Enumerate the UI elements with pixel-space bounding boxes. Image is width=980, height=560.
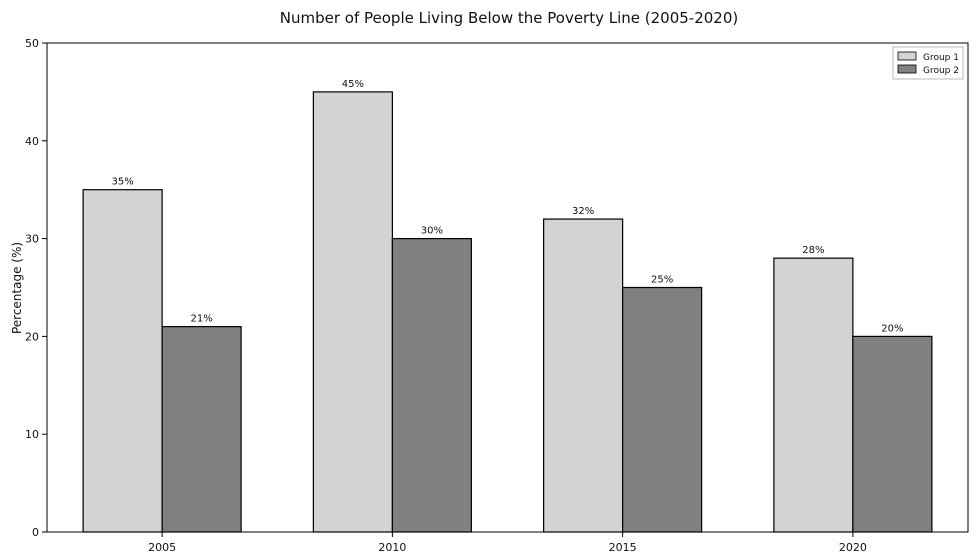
data-label: 32% xyxy=(572,206,594,217)
data-label: 25% xyxy=(651,275,673,286)
data-label: 35% xyxy=(112,177,134,188)
data-label: 28% xyxy=(802,245,824,256)
bar-group-1-2010 xyxy=(312,91,393,533)
data-label: 20% xyxy=(881,323,903,334)
y-tick-label: 30 xyxy=(25,233,39,246)
data-label: 45% xyxy=(342,79,364,90)
y-tick-label: 0 xyxy=(32,526,39,539)
bar-group-2-2005 xyxy=(161,326,242,533)
x-tick-label: 2010 xyxy=(378,541,406,554)
axes-frame xyxy=(46,42,969,533)
chart-title: Number of People Living Below the Povert… xyxy=(280,9,738,27)
legend-label: Group 2 xyxy=(923,66,959,76)
bar-group-2-2010 xyxy=(391,238,472,533)
x-tick-label: 2005 xyxy=(148,541,176,554)
legend-swatch xyxy=(897,51,917,61)
data-label: 21% xyxy=(191,314,213,325)
bar-group-1-2015 xyxy=(543,218,624,533)
x-tick-label: 2015 xyxy=(609,541,637,554)
legend: Group 1 Group 2 xyxy=(892,46,964,80)
y-tick-label: 50 xyxy=(25,37,39,50)
legend-label: Group 1 xyxy=(923,53,959,63)
bar-group-1-2020 xyxy=(773,257,854,533)
y-axis-label: Percentage (%) xyxy=(10,242,24,334)
plot-area: 35% 45% 32% 28% 21% 30% 25% 20% 0 10 20 30 40 50 2005 2… xyxy=(25,37,969,554)
bar-group-1-2005 xyxy=(82,189,163,533)
y-tick-label: 10 xyxy=(25,428,39,441)
bar-group-2-2015 xyxy=(622,286,703,533)
y-tick-label: 40 xyxy=(25,135,39,148)
y-tick-label: 20 xyxy=(25,330,39,343)
x-tick-label: 2020 xyxy=(839,541,867,554)
data-label: 30% xyxy=(421,226,443,237)
bar-group-2-2020 xyxy=(852,335,933,533)
legend-swatch xyxy=(897,64,917,74)
